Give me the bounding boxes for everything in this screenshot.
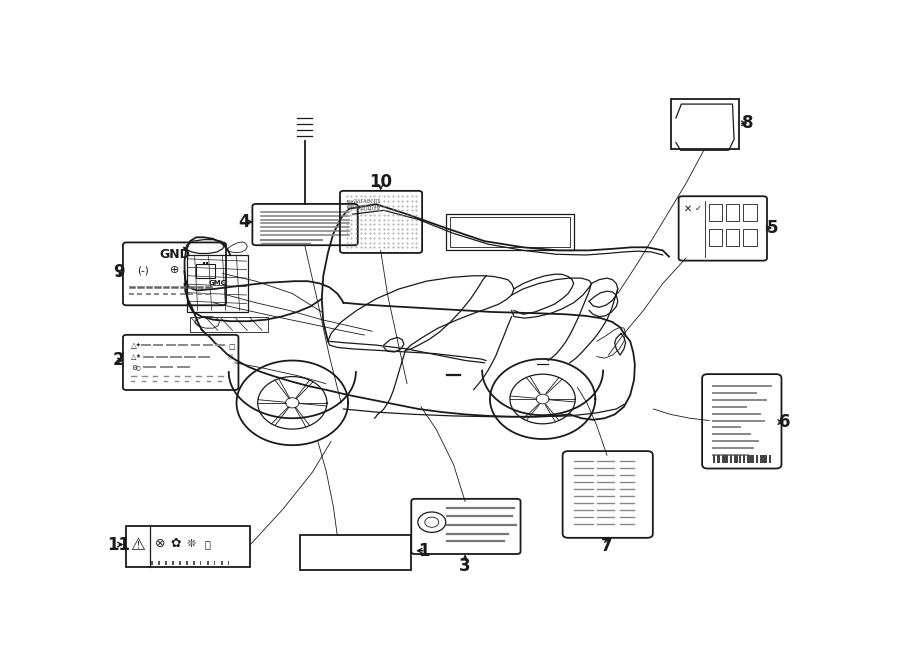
Bar (166, 561, 167, 565)
Text: ψωΩΔΓΛΘΞΠΣ: ψωΩΔΓΛΘΞΠΣ (346, 199, 381, 204)
Bar (207, 561, 209, 565)
Bar (713, 455, 716, 463)
Text: GMC: GMC (208, 281, 226, 287)
Text: ΦΧΨΩ∑∏∐∫∮∯: ΦΧΨΩ∑∏∐∫∮∯ (346, 205, 381, 210)
Text: 📋: 📋 (204, 539, 210, 549)
Text: 5: 5 (767, 219, 778, 237)
Bar (446, 214, 573, 250)
Text: △: △ (131, 340, 137, 350)
Bar (670, 99, 739, 149)
Bar (747, 455, 752, 463)
Bar (756, 455, 758, 463)
Text: 11: 11 (107, 536, 130, 553)
Bar (726, 229, 740, 246)
Bar (739, 455, 741, 463)
Text: ✕: ✕ (684, 204, 692, 214)
Text: 7: 7 (601, 537, 613, 555)
Bar (743, 229, 757, 246)
Text: ✿: ✿ (171, 538, 181, 550)
Bar (300, 536, 411, 570)
Bar (709, 204, 723, 221)
Text: 4: 4 (238, 213, 250, 231)
Bar (769, 455, 771, 463)
Bar (734, 455, 738, 463)
Bar (151, 561, 153, 565)
Bar (743, 455, 745, 463)
Bar (228, 561, 230, 565)
Text: 9: 9 (112, 263, 124, 281)
Text: 6: 6 (779, 413, 791, 431)
Text: ○: ○ (136, 365, 140, 370)
Bar (726, 455, 728, 463)
Bar (717, 455, 720, 463)
Text: 2: 2 (112, 352, 124, 369)
Bar (760, 455, 764, 463)
Text: ⚠: ⚠ (130, 536, 146, 554)
Bar (722, 455, 725, 463)
Text: ✦: ✦ (136, 343, 140, 348)
Text: (-): (-) (138, 265, 149, 275)
Bar (764, 455, 767, 463)
Bar (196, 264, 215, 278)
Text: 1: 1 (418, 542, 430, 559)
Text: ⚙: ⚙ (131, 364, 138, 371)
Text: GND: GND (159, 248, 190, 261)
Text: 10: 10 (369, 173, 392, 191)
Text: ❊: ❊ (187, 539, 196, 549)
Bar (450, 217, 570, 248)
Text: 8: 8 (742, 115, 754, 132)
Bar (126, 526, 250, 567)
Bar (200, 561, 202, 565)
Bar (752, 455, 754, 463)
Bar (709, 229, 723, 246)
Bar (190, 316, 267, 332)
Bar (194, 561, 195, 565)
Text: △: △ (131, 354, 137, 359)
Bar (726, 204, 740, 221)
Text: ★: ★ (136, 354, 140, 359)
Bar (221, 561, 223, 565)
Text: |||: ||| (228, 354, 233, 359)
Text: ✓: ✓ (695, 205, 702, 213)
Bar (179, 561, 181, 565)
Text: ⊕: ⊕ (170, 265, 179, 275)
Text: □: □ (229, 344, 235, 350)
Bar (730, 455, 733, 463)
Bar (743, 204, 757, 221)
Bar (172, 561, 174, 565)
Bar (186, 561, 187, 565)
Text: 3: 3 (459, 557, 471, 575)
Bar (187, 255, 248, 312)
Bar (158, 561, 159, 565)
Text: ⊗: ⊗ (156, 538, 166, 550)
Bar (214, 561, 215, 565)
